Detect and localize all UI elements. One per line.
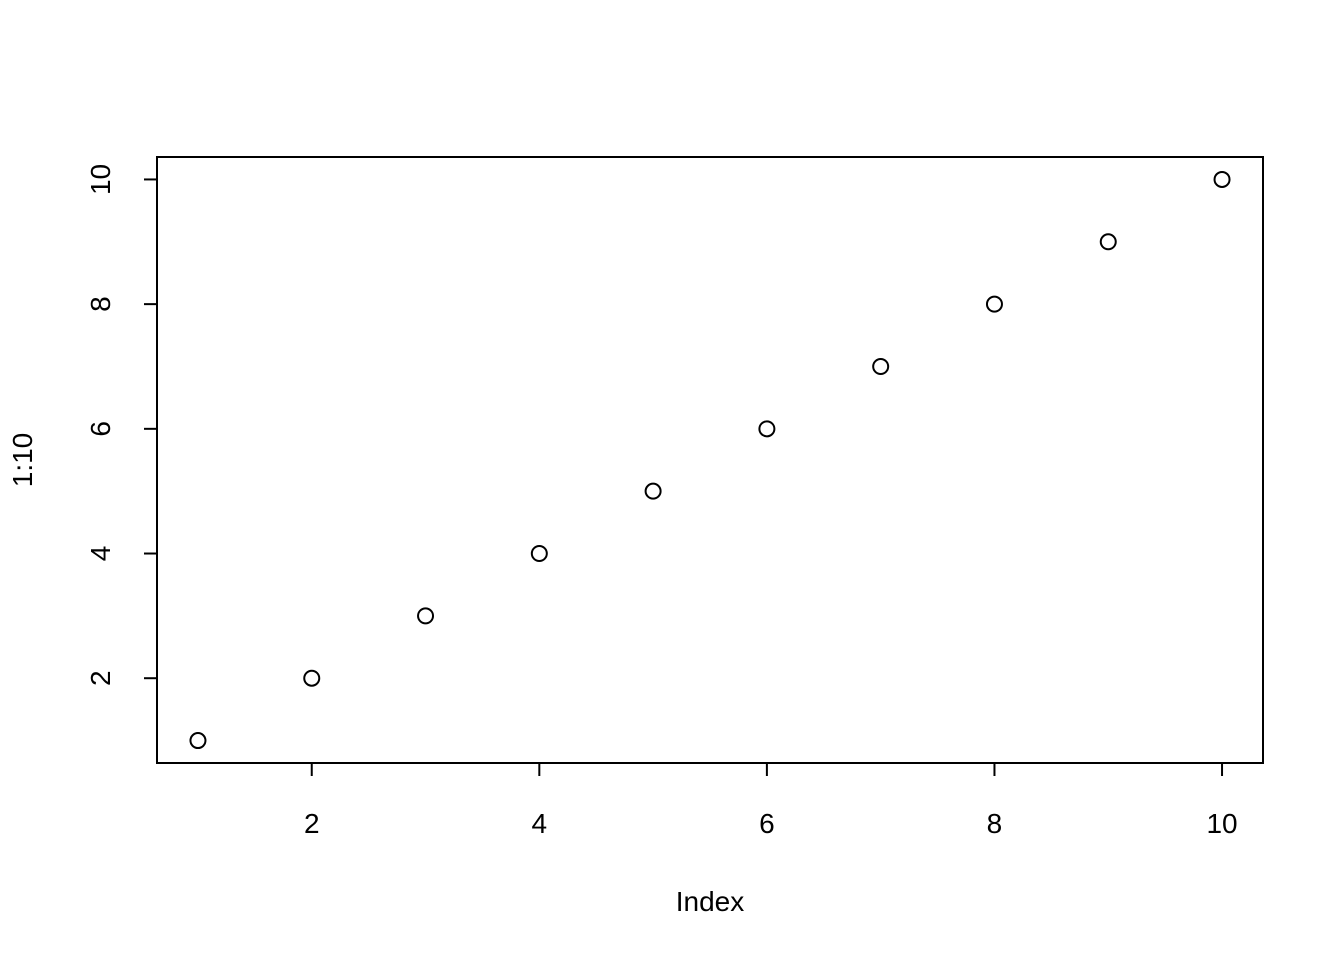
x-tick-label: 4	[532, 808, 548, 839]
data-point	[1213, 170, 1231, 188]
data-points	[189, 170, 1231, 750]
y-tick-label: 6	[85, 421, 116, 437]
x-axis-label: Index	[676, 886, 745, 917]
x-tick-label: 6	[759, 808, 775, 839]
plot-box	[156, 156, 1264, 764]
y-axis: 2 4 6 8 10	[85, 164, 158, 686]
x-tick-label: 8	[987, 808, 1003, 839]
y-tick-label: 10	[85, 164, 116, 195]
data-point	[417, 607, 435, 625]
y-tick-label: 8	[85, 296, 116, 312]
data-point	[530, 545, 548, 563]
x-axis: 2 4 6 8 10	[304, 762, 1238, 839]
data-point	[303, 669, 321, 687]
y-tick-label: 2	[85, 670, 116, 686]
y-tick-label: 4	[85, 546, 116, 562]
data-point	[1099, 233, 1117, 251]
x-tick-label: 10	[1206, 808, 1237, 839]
y-axis-label: 1:10	[7, 433, 38, 488]
data-point	[189, 732, 207, 750]
data-point	[985, 295, 1003, 313]
data-point	[644, 482, 662, 500]
data-point	[758, 420, 776, 438]
data-point	[872, 357, 890, 375]
x-tick-label: 2	[304, 808, 320, 839]
